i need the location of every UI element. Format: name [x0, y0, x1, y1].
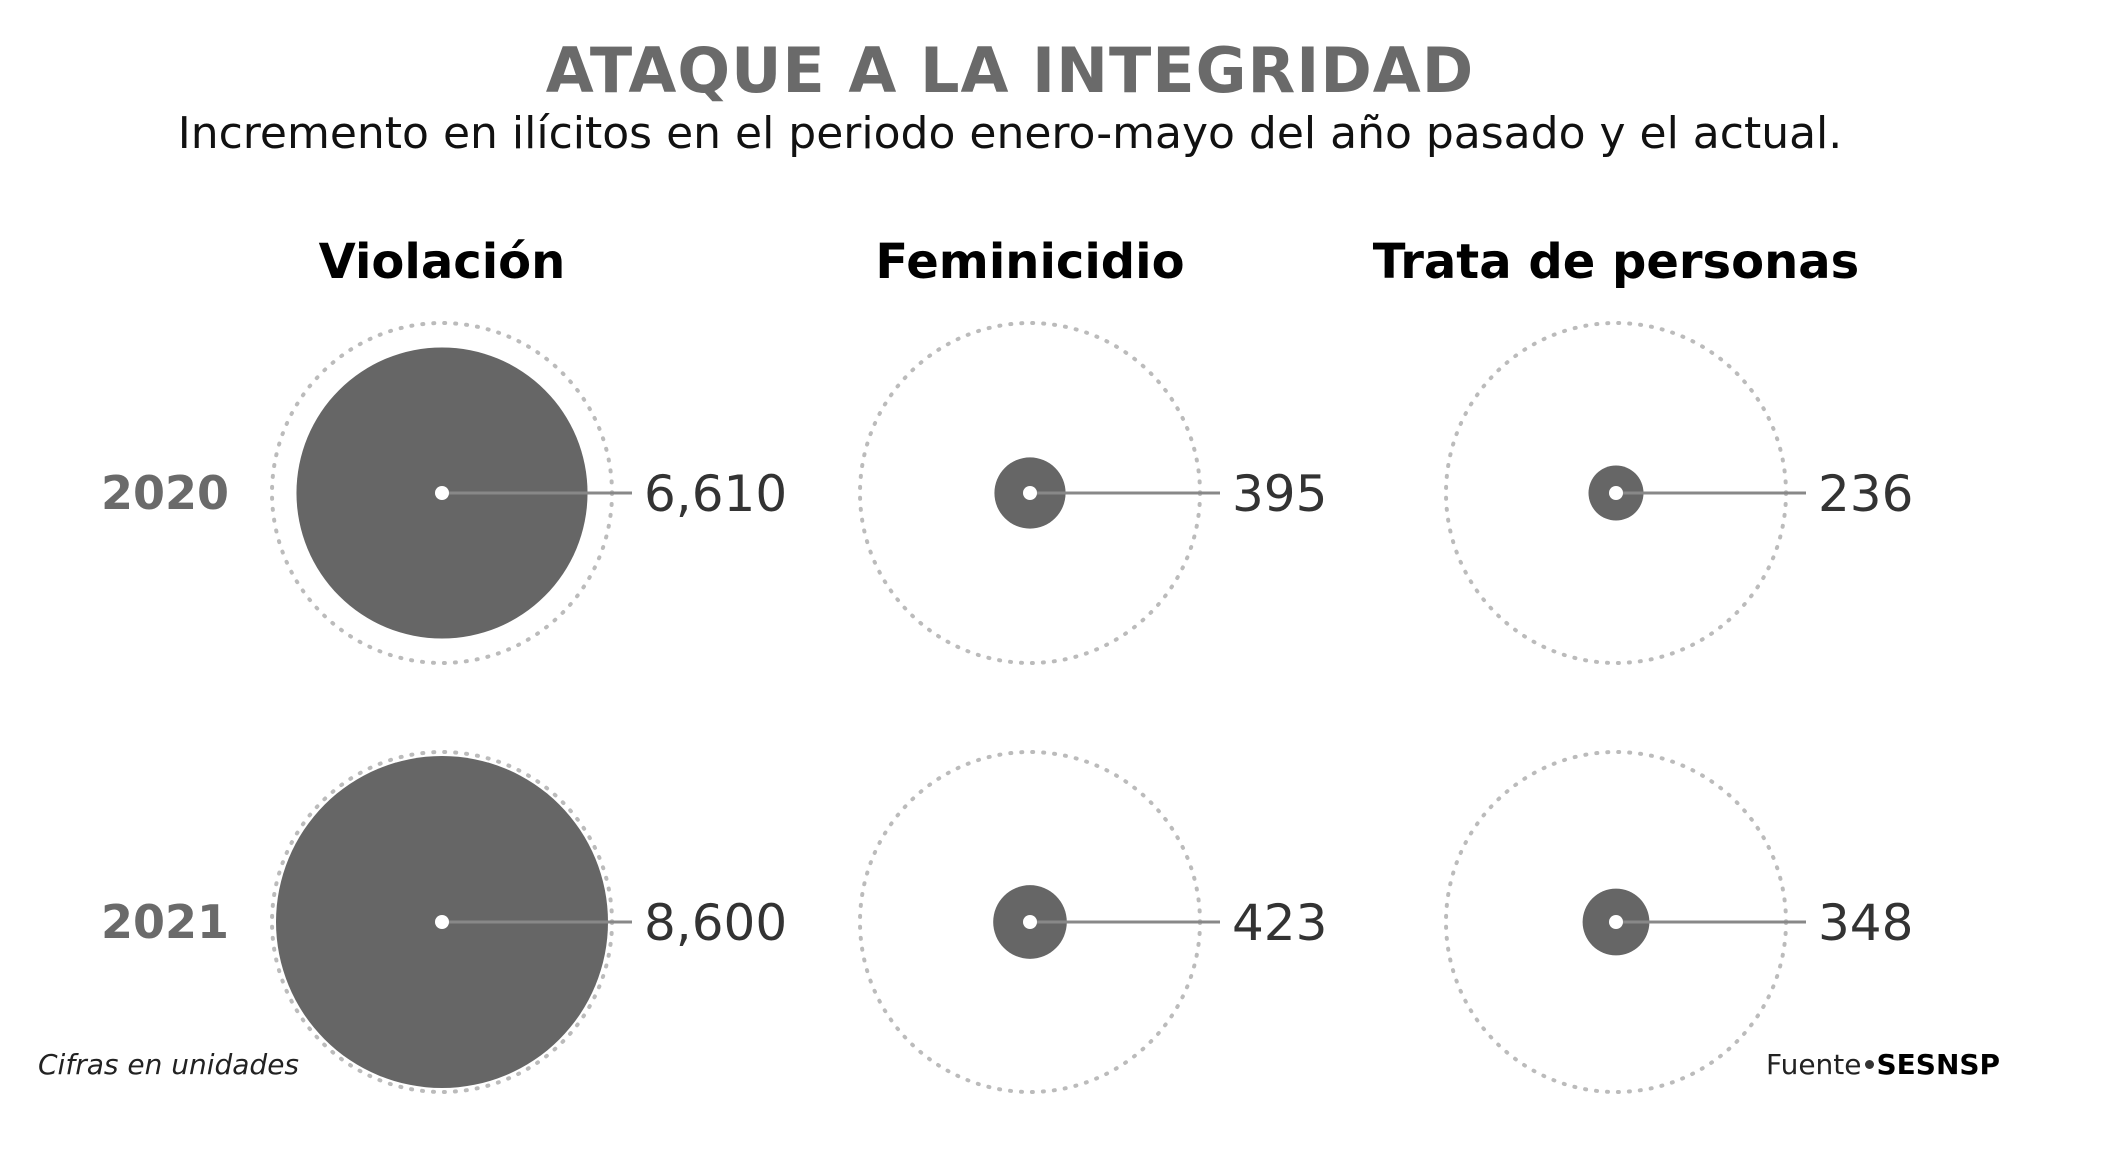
bubble-group: 423: [858, 750, 1327, 1094]
chart-subtitle: Incremento en ilícitos en el periodo ene…: [177, 108, 1843, 159]
center-dot: [1609, 915, 1623, 929]
chart-title: ATAQUE A LA INTEGRIDAD: [545, 34, 1475, 107]
bubble-group: 8,600: [270, 750, 787, 1094]
source-name: SESNSP: [1876, 1048, 2001, 1081]
category-label: Trata de personas: [1373, 234, 1859, 290]
bubble-group: 348: [1444, 750, 1913, 1094]
value-label: 6,610: [644, 465, 787, 523]
bubble-group: 236: [1444, 321, 1913, 665]
bubble-group: 395: [858, 321, 1327, 665]
year-label: 2021: [101, 895, 229, 949]
bubble-group: 6,610: [270, 321, 787, 665]
bullet-icon: [1864, 1059, 1874, 1069]
units-note: Cifras en unidades: [38, 1048, 300, 1081]
category-label: Feminicidio: [875, 234, 1184, 290]
value-label: 236: [1818, 465, 1913, 523]
center-dot: [435, 486, 449, 500]
source-label: Fuente: [1766, 1048, 1862, 1081]
value-label: 395: [1232, 465, 1327, 523]
center-dot: [1023, 486, 1037, 500]
year-label: 2020: [101, 466, 229, 520]
value-label: 348: [1818, 894, 1913, 952]
value-label: 8,600: [644, 894, 787, 952]
category-label: Violación: [319, 234, 566, 290]
center-dot: [1609, 486, 1623, 500]
center-dot: [435, 915, 449, 929]
center-dot: [1023, 915, 1037, 929]
value-label: 423: [1232, 894, 1327, 952]
source-credit: Fuente SESNSP: [1766, 1048, 2000, 1081]
